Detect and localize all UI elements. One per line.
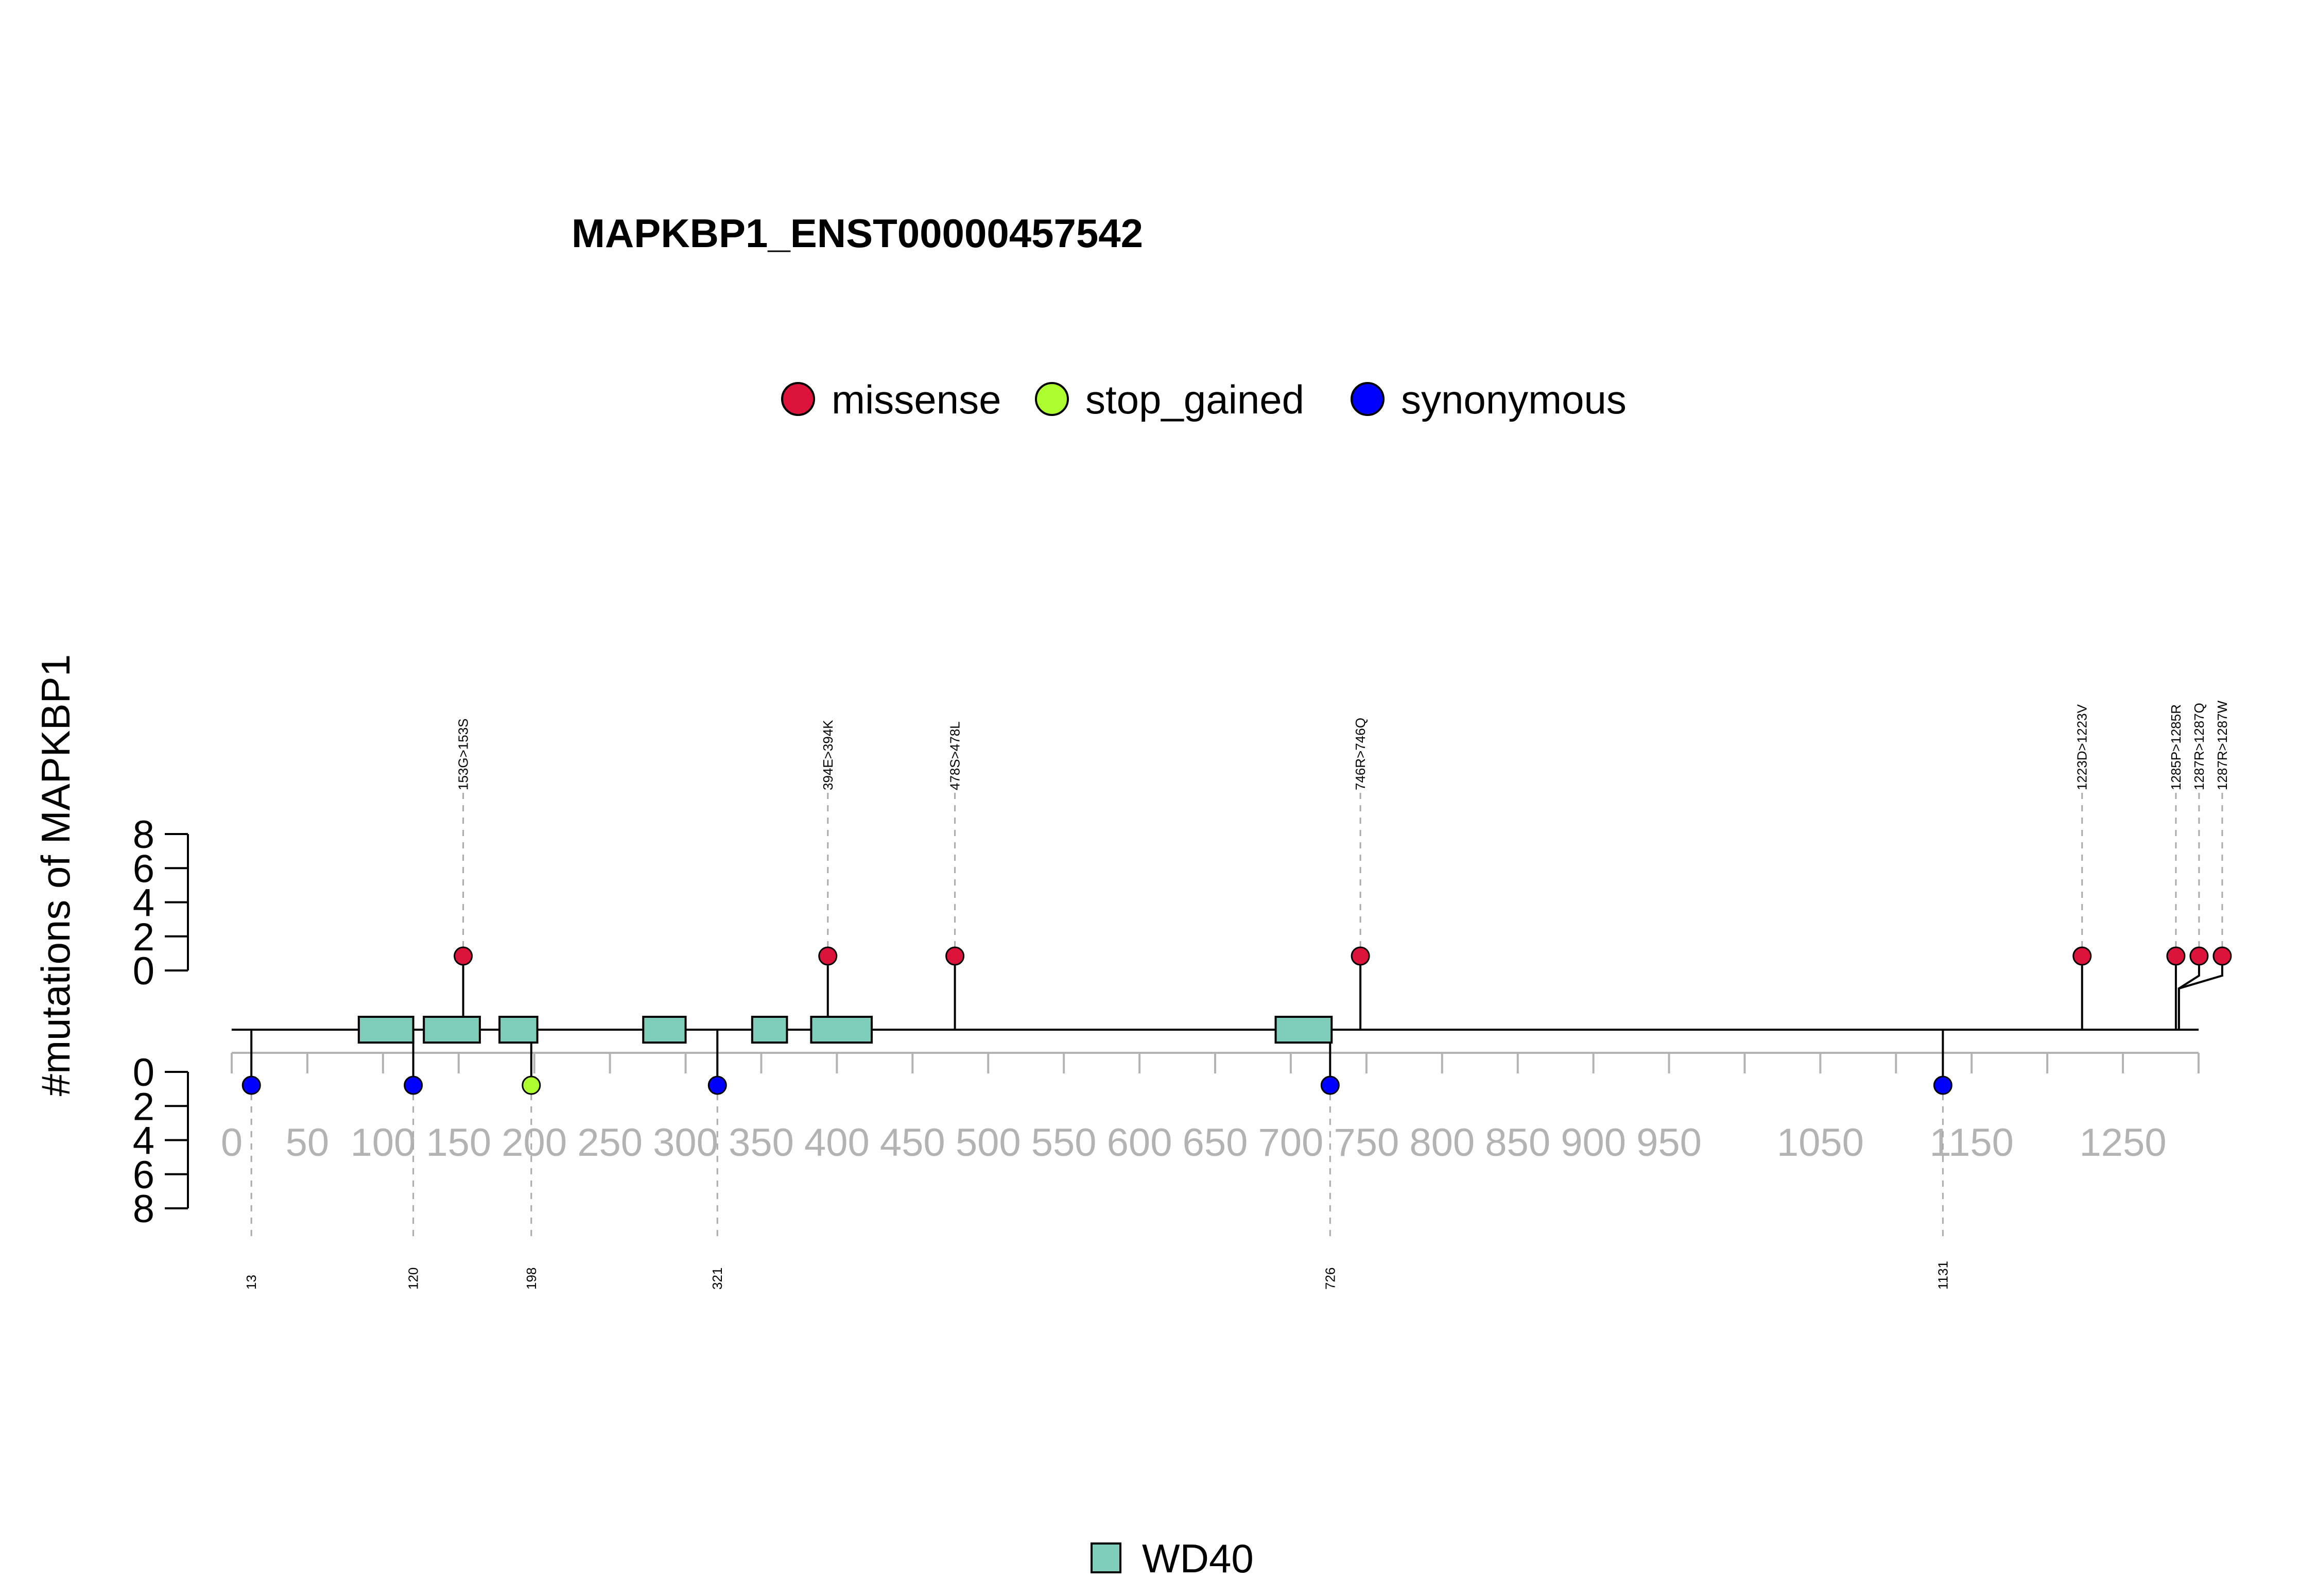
mutation-label: 1131 xyxy=(1935,1261,1950,1290)
mutation-head-missense xyxy=(818,946,838,966)
y-lower-tick-label: 2 xyxy=(133,1085,154,1129)
mutation-head-synonymous xyxy=(404,1075,423,1095)
x-tick-label: 200 xyxy=(502,1121,567,1165)
mutation-heads xyxy=(241,946,2232,1095)
mutation-head-missense xyxy=(454,946,473,966)
domain-WD40 xyxy=(810,1016,873,1044)
legend-label-stop_gained: stop_gained xyxy=(1085,377,1304,422)
x-tick-label: 800 xyxy=(1409,1121,1475,1165)
x-tick-label: 550 xyxy=(1031,1121,1097,1165)
mutations-above: 153G>153S 394E>394K 478S>478L 746R>746Q 1223… xyxy=(456,700,2230,1030)
mutation-head-missense xyxy=(2189,946,2209,966)
legend-label-WD40: WD40 xyxy=(1142,1536,1254,1581)
x-tick-label: 700 xyxy=(1258,1121,1324,1165)
x-tick-label: 750 xyxy=(1334,1121,1399,1165)
legend-label-synonymous: synonymous xyxy=(1401,377,1627,422)
mutation-label: 321 xyxy=(710,1268,725,1290)
mutation-label: 1285P>1285R xyxy=(2168,704,2184,790)
y-upper-tick-label: 4 xyxy=(133,881,154,925)
y-upper-tick-label: 2 xyxy=(133,915,154,959)
mutation-label: 153G>153S xyxy=(456,718,471,790)
x-tick-label: 500 xyxy=(956,1121,1021,1165)
x-tick-label: 900 xyxy=(1561,1121,1626,1165)
legend-swatch-missense xyxy=(781,382,815,416)
mutation-label: 478S>478L xyxy=(947,721,963,790)
x-tick-label: 300 xyxy=(653,1121,718,1165)
mutation-stem xyxy=(2177,956,2200,1030)
mutation-label: 120 xyxy=(406,1268,421,1290)
domain-WD40 xyxy=(357,1016,414,1044)
y-lower-tick-label: 8 xyxy=(133,1187,154,1231)
legend-swatch-WD40 xyxy=(1091,1542,1121,1573)
domain-WD40 xyxy=(642,1016,687,1044)
x-tick-label: 950 xyxy=(1636,1121,1702,1165)
x-tick-label: 1250 xyxy=(2080,1121,2167,1165)
domain-WD40 xyxy=(1274,1016,1333,1044)
mutations-below: 13 120 198 321 726 1131 xyxy=(244,1030,1950,1290)
x-tick-label: 350 xyxy=(729,1121,794,1165)
mutation-head-missense xyxy=(2072,946,2092,966)
mutation-head-missense xyxy=(2212,946,2232,966)
mutation-label: 1223D>1223V xyxy=(2074,704,2090,790)
mutation-type-legend: missense stop_gained synonymous xyxy=(781,377,1627,422)
x-tick-label: 150 xyxy=(426,1121,491,1165)
y-lower-tick-label: 0 xyxy=(133,1051,154,1095)
y-lower-tick-label: 4 xyxy=(133,1119,154,1163)
domain-WD40 xyxy=(498,1016,539,1044)
y-upper-tick-label: 6 xyxy=(133,847,154,891)
x-tick-label: 100 xyxy=(350,1121,416,1165)
y-lower-tick-label: 6 xyxy=(133,1153,154,1197)
mutation-label: 13 xyxy=(244,1275,259,1290)
x-axis: 0 50 100 150 200 250 300 350 400 450 500 550 600 650 7… xyxy=(221,1052,2200,1165)
chart-title: MAPKBP1_ENST00000457542 xyxy=(572,211,1143,256)
mutation-stem xyxy=(2177,956,2223,1030)
y-upper-tick-label: 0 xyxy=(133,949,154,993)
y-axis-label: #mutations of MAPKBP1 xyxy=(33,654,78,1096)
mutation-label: 394E>394K xyxy=(820,720,836,790)
mutation-head-missense xyxy=(945,946,965,966)
x-tick-label: 1050 xyxy=(1777,1121,1864,1165)
domains xyxy=(357,1016,1333,1044)
mutation-head-synonymous xyxy=(1933,1075,1952,1095)
mutation-label: 1287R>1287Q xyxy=(2191,703,2207,790)
legend-swatch-synonymous xyxy=(1351,382,1385,416)
legend-label-missense: missense xyxy=(832,377,1001,422)
mutation-head-missense xyxy=(2166,946,2186,966)
domain-WD40 xyxy=(423,1016,481,1044)
y-upper-tick-label: 8 xyxy=(133,813,154,857)
x-tick-label: 50 xyxy=(286,1121,330,1165)
mutation-head-synonymous xyxy=(707,1075,727,1095)
x-tick-label: 850 xyxy=(1485,1121,1550,1165)
x-tick-label: 600 xyxy=(1107,1121,1172,1165)
legend-swatch-stop_gained xyxy=(1035,382,1069,416)
mutation-head-synonymous xyxy=(1320,1075,1340,1095)
mutation-head-stop_gained xyxy=(522,1075,541,1095)
x-tick-label: 450 xyxy=(880,1121,945,1165)
x-tick-label: 250 xyxy=(577,1121,643,1165)
mutation-head-missense xyxy=(1351,946,1370,966)
x-tick-label: 0 xyxy=(221,1121,243,1165)
domain-WD40 xyxy=(751,1016,788,1044)
x-tick-label: 650 xyxy=(1183,1121,1248,1165)
domain-legend: WD40 xyxy=(1091,1536,1254,1581)
mutation-label: 746R>746Q xyxy=(1353,718,1368,790)
x-tick-label: 400 xyxy=(804,1121,870,1165)
mutation-label: 198 xyxy=(524,1268,539,1290)
mutation-label: 1287R>1287W xyxy=(2215,700,2230,790)
mutation-head-synonymous xyxy=(241,1075,261,1095)
mutation-label: 726 xyxy=(1322,1268,1338,1290)
